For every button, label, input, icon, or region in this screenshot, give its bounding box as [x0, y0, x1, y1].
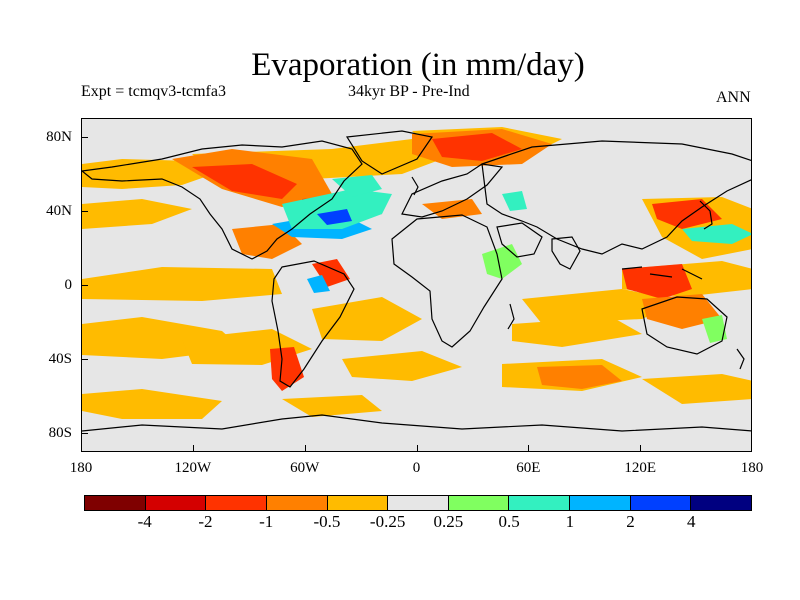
patch-s-ocean-c [282, 395, 382, 417]
period-label: 34kyr BP - Pre-Ind [348, 83, 470, 100]
patch-indonesia [622, 264, 692, 299]
patch-s-atlantic-2 [342, 351, 462, 381]
colorbar-label: 1 [565, 512, 575, 531]
x-tick-label: 60E [516, 460, 541, 476]
x-tick-label: 180 [740, 460, 764, 476]
colorbar-box [448, 496, 510, 510]
y-tick-mark [81, 285, 88, 286]
x-tick-label: 180 [69, 460, 93, 476]
y-tick-mark [81, 433, 88, 435]
y-tick-mark [81, 210, 88, 212]
coast-arabia [496, 222, 543, 258]
coastlines [82, 130, 751, 432]
coast-indonesia [621, 266, 703, 280]
coast-north-america [82, 140, 363, 260]
plot-title: Evaporation (in mm/day) [251, 47, 585, 83]
coast-australia [641, 296, 728, 355]
x-tick-mark [751, 445, 752, 452]
colorbar-label: 4 [687, 512, 696, 531]
coast-europe [401, 163, 504, 218]
coast-nz [736, 348, 745, 370]
colorbar-box [85, 496, 146, 510]
patch-e-asia [652, 199, 722, 229]
patch-atlantic-cyan [282, 189, 392, 229]
colorbar-box [388, 496, 449, 510]
colorbar-box [570, 496, 631, 510]
colorbar-label: 2 [626, 512, 635, 531]
y-tick-label: 80S [48, 425, 72, 442]
x-tick-label: 0 [412, 460, 421, 476]
patch-india-green [482, 244, 522, 279]
colorbar-box [266, 496, 328, 510]
patch-caspian-cyan [502, 191, 527, 211]
map-canvas [82, 127, 751, 432]
patch-caribbean [232, 224, 302, 259]
x-tick-mark [416, 445, 418, 452]
x-tick-label: 120E [624, 460, 656, 476]
colorbar-label: -2 [198, 512, 213, 531]
patch-n-pacific-2 [82, 199, 192, 229]
colorbar-label: -0.5 [313, 512, 341, 531]
patch-e-pacific [82, 267, 282, 301]
season-label: ANN [716, 89, 751, 106]
patch-s-atlantic [312, 297, 422, 341]
colorbar-box [145, 496, 207, 510]
coast-south-america [271, 260, 355, 388]
patch-nam-deep [192, 164, 297, 199]
patch-s-indian-red [537, 365, 622, 389]
colorbar-box [206, 496, 267, 510]
map-panel [81, 118, 752, 452]
patch-aus-green [702, 315, 727, 343]
y-tick-label: 40S [48, 351, 72, 368]
patch-s-ocean-w [82, 389, 222, 419]
coast-india [551, 236, 581, 270]
patch-tropatl-blue [307, 275, 330, 293]
patch-indian-2 [512, 317, 642, 347]
y-tick-label: 40N [46, 202, 72, 219]
y-tick-label: 0 [64, 277, 73, 293]
field-patches [82, 127, 751, 419]
patch-s-ocean-far [642, 374, 751, 404]
coast-antarctica [82, 414, 751, 432]
coast-africa [391, 214, 503, 348]
colorbar-label: -1 [259, 512, 274, 531]
patch-w-pacific-cyan [682, 224, 751, 244]
x-tick-label: 60W [290, 460, 320, 476]
patch-brazil [312, 259, 350, 287]
patch-atlantic-deepblue [317, 209, 352, 225]
colorbar-label: 0.5 [498, 512, 520, 531]
y-tick-mark [81, 136, 88, 138]
colorbar-label: -4 [137, 512, 152, 531]
colorbar-box [691, 496, 752, 510]
coast-madagascar [507, 303, 515, 330]
x-tick-mark [528, 445, 530, 452]
y-tick-mark [81, 359, 88, 361]
patch-med [422, 199, 482, 219]
colorbar-label: -0.25 [369, 512, 406, 531]
coast-asia [481, 140, 751, 255]
x-tick-label: 120W [174, 460, 212, 476]
x-tick-mark [304, 445, 306, 452]
colorbar-box [630, 496, 692, 510]
coast-greenland [345, 130, 434, 175]
x-tick-mark [81, 445, 82, 452]
experiment-label: Expt = tcmqv3-tcmfa3 [81, 83, 226, 100]
colorbar-box [509, 496, 571, 510]
x-tick-mark [192, 445, 194, 452]
patch-eurasia-deep [432, 133, 522, 161]
colorbar-box [327, 496, 389, 510]
y-tick-label: 80N [46, 128, 72, 145]
x-tick-mark [640, 445, 642, 452]
colorbar [84, 495, 752, 511]
patch-indian [522, 289, 682, 324]
coast-uk [411, 176, 419, 196]
colorbar-label: 0.25 [433, 512, 464, 531]
patch-patagonia [270, 347, 304, 391]
coast-japan [699, 200, 713, 230]
